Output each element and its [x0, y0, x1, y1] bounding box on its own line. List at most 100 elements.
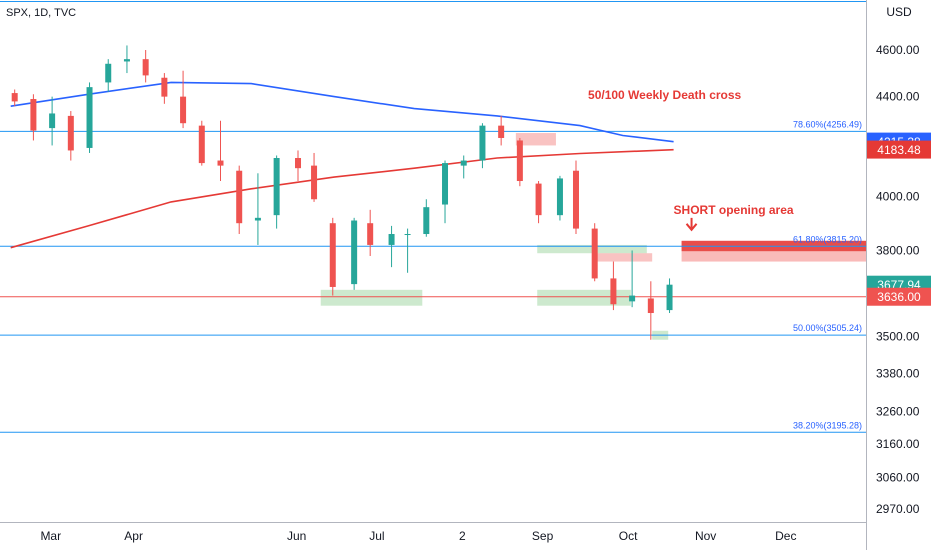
moving-average-1 — [10, 148, 674, 249]
candle — [479, 123, 486, 169]
y-tick-label: 3160.00 — [876, 437, 920, 451]
candle — [535, 181, 542, 224]
candle-body — [460, 160, 467, 166]
candle — [236, 165, 243, 235]
y-tick-label: 3800.00 — [876, 243, 920, 257]
fib-levels-layer: 78.60%(4256.49) 61.80%(3815.20) 50.00%(350… — [0, 1, 866, 433]
candle — [67, 111, 74, 161]
candle-body — [556, 178, 563, 216]
candle-body — [180, 96, 187, 124]
short-arrow-icon — [685, 217, 698, 232]
x-tick-label: 2 — [459, 529, 466, 543]
symbol-header: SPX, 1D, TVC — [6, 7, 76, 19]
candle — [217, 120, 224, 182]
candle-body — [367, 223, 374, 245]
price-badge: 3636.00 — [867, 287, 931, 306]
candle — [180, 70, 187, 129]
candle — [11, 89, 18, 107]
candle — [647, 281, 654, 340]
moving-average-0 — [10, 81, 674, 143]
candle-body — [516, 140, 523, 182]
candle — [388, 225, 395, 268]
candle-body — [610, 278, 617, 305]
support-zone-1 — [537, 289, 631, 306]
candle-body — [647, 298, 654, 314]
y-tick-label: 3260.00 — [876, 404, 920, 418]
candle-body — [198, 125, 205, 164]
y-tick-label: 3380.00 — [876, 366, 920, 380]
candle-body — [217, 160, 224, 166]
x-tick-label: Nov — [695, 529, 716, 543]
candle-body — [311, 165, 318, 200]
candle — [142, 50, 149, 83]
y-tick-label: 4400.00 — [876, 90, 920, 104]
y-tick-label: 2970.00 — [876, 502, 920, 516]
y-tick-label: 3500.00 — [876, 330, 920, 344]
candle — [442, 160, 449, 224]
x-tick-label: Sep — [532, 529, 554, 543]
candle — [610, 261, 617, 311]
candle — [423, 199, 430, 237]
candle — [367, 209, 374, 256]
price-badge: 4183.48 — [867, 140, 931, 159]
candle — [30, 94, 37, 141]
candle-body — [591, 228, 598, 279]
candle — [460, 155, 467, 179]
candle — [161, 73, 168, 104]
candle — [666, 278, 673, 314]
candle-body — [273, 158, 280, 216]
price-axis[interactable]: 4600.00 4400.00 4000.00 3800.00 3500.00 3380.… — [876, 43, 920, 516]
candle-body — [423, 207, 430, 235]
candle — [295, 150, 302, 182]
candle-body — [142, 59, 149, 76]
candle — [516, 137, 523, 187]
x-tick-label: Mar — [40, 529, 61, 543]
fib-label-3: 38.20%(3195.28) — [793, 420, 862, 430]
candle-body — [105, 63, 112, 83]
price-badge-label: 3636.00 — [877, 290, 921, 304]
annotation-1: SHORT opening area — [674, 203, 794, 217]
candle-body — [498, 125, 505, 138]
candle — [498, 115, 505, 146]
candle-body — [295, 158, 302, 169]
candle — [556, 175, 563, 221]
resistance-zone-5 — [593, 253, 653, 262]
y-tick-label: 4600.00 — [876, 43, 920, 57]
x-tick-label: Jun — [287, 529, 306, 543]
candle-body — [161, 77, 168, 97]
x-tick-label: Apr — [124, 529, 143, 543]
annotations-layer: 50/100 Weekly Death cross SHORT opening a… — [588, 88, 794, 232]
candle — [404, 228, 411, 273]
y-tick-label: 3060.00 — [876, 471, 920, 485]
annotation-0: 50/100 Weekly Death cross — [588, 88, 742, 102]
candle — [572, 160, 579, 235]
candle-body — [442, 163, 449, 205]
fib-label-0: 78.60%(4256.49) — [793, 119, 862, 129]
candle-body — [11, 93, 18, 102]
candle-body — [49, 113, 56, 129]
candle-body — [254, 217, 261, 221]
candle-body — [86, 87, 93, 148]
candle-body — [572, 170, 579, 229]
support-zone-0 — [320, 289, 423, 306]
x-tick-label: Oct — [619, 529, 638, 543]
time-axis[interactable]: Mar Apr Jun Jul 2 Sep Oct Nov Dec — [40, 529, 796, 543]
candle — [198, 120, 205, 166]
resistance-zone-4 — [515, 133, 556, 146]
candle — [329, 217, 336, 296]
candle-body — [535, 183, 542, 216]
x-tick-label: Jul — [369, 529, 384, 543]
candle — [351, 217, 358, 290]
candle-body — [236, 170, 243, 224]
fib-label-2: 50.00%(3505.24) — [793, 323, 862, 333]
currency-label: USD — [886, 5, 912, 19]
candle — [123, 45, 130, 74]
candle — [105, 59, 112, 92]
candle-body — [666, 284, 673, 311]
candle — [311, 152, 318, 202]
candle-body — [123, 59, 130, 62]
price-badge-label: 4183.48 — [877, 143, 921, 157]
y-tick-label: 4000.00 — [876, 190, 920, 204]
